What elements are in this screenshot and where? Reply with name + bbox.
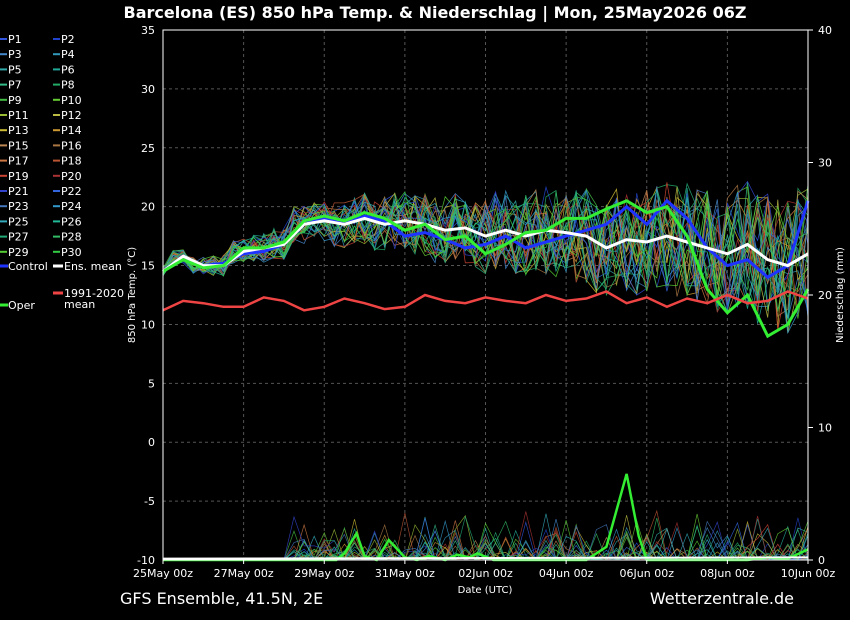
legend-label-climate-mean-line2: mean xyxy=(64,298,95,311)
legend-label-p6: P6 xyxy=(61,63,75,76)
legend-label-p8: P8 xyxy=(61,79,75,92)
y2-tick-label: 10 xyxy=(818,422,832,435)
y-tick-label: 20 xyxy=(141,201,155,214)
axes: 35 30 25 20 15 10 5 0 -5 -10 40 30 20 10 0 25May 00z 27M… xyxy=(133,24,835,580)
member-line-p25 xyxy=(162,198,809,319)
series-line-oper xyxy=(162,199,810,339)
legend-label-p14: P14 xyxy=(61,124,82,137)
legend-label-p13: P13 xyxy=(8,124,29,137)
legend-label-p24: P24 xyxy=(61,200,82,213)
y2-tick-label: 0 xyxy=(818,554,825,567)
legend-label-climate-mean: 1991-2020 xyxy=(64,287,124,300)
y-tick-label: 25 xyxy=(141,142,155,155)
legend-label-oper: Oper xyxy=(8,299,35,312)
x-tick-label: 29May 00z xyxy=(294,567,354,580)
legend-label-p3: P3 xyxy=(8,48,22,61)
x-tick-label: 08Jun 00z xyxy=(700,567,755,580)
legend-label-p22: P22 xyxy=(61,185,82,198)
legend-label-p23: P23 xyxy=(8,200,29,213)
legend-label-p7: P7 xyxy=(8,79,22,92)
legend-label-p10: P10 xyxy=(61,94,82,107)
series-line-control xyxy=(162,198,810,280)
legend-label-p12: P12 xyxy=(61,109,82,122)
y-tick-label: -10 xyxy=(137,554,155,567)
legend-label-p1: P1 xyxy=(8,33,22,46)
member-line-p28 xyxy=(162,191,809,312)
footer-right: Wetterzentrale.de xyxy=(650,589,794,608)
series-line-1991-2020-mean xyxy=(162,290,809,312)
y-tick-label: -5 xyxy=(144,495,155,508)
legend-label-p2: P2 xyxy=(61,33,75,46)
legend-label-p15: P15 xyxy=(8,139,29,152)
legend-label-p28: P28 xyxy=(61,231,82,244)
legend-label-p9: P9 xyxy=(8,94,22,107)
legend-label-p19: P19 xyxy=(8,170,29,183)
legend-label-ens-mean: Ens. mean xyxy=(64,260,122,273)
footer-left: GFS Ensemble, 41.5N, 2E xyxy=(120,589,323,608)
legend-label-p20: P20 xyxy=(61,170,82,183)
legend-label-p26: P26 xyxy=(61,215,82,228)
chart-title: Barcelona (ES) 850 hPa Temp. & Niedersch… xyxy=(124,3,747,23)
plot-frame xyxy=(162,29,809,561)
member-line-p23 xyxy=(162,186,809,308)
mean-precip-line xyxy=(162,556,809,560)
y-tick-label: 15 xyxy=(141,260,155,273)
legend-label-p16: P16 xyxy=(61,139,82,152)
y-tick-label: 30 xyxy=(141,83,155,96)
x-tick-label: 27May 00z xyxy=(214,567,274,580)
y2-tick-label: 20 xyxy=(818,289,832,302)
legend-label-p11: P11 xyxy=(8,109,29,122)
x-tick-label: 02Jun 00z xyxy=(458,567,513,580)
x-tick-label: 06Jun 00z xyxy=(620,567,675,580)
y-tick-label: 35 xyxy=(141,24,155,37)
legend-label-p30: P30 xyxy=(61,246,82,259)
legend-label-p4: P4 xyxy=(61,48,75,61)
legend-label-p29: P29 xyxy=(8,246,29,259)
y2-tick-label: 30 xyxy=(818,157,832,170)
y2-tick-label: 40 xyxy=(818,24,832,37)
legend: P1 P2 P3 P4 P5 P6 P7 P8 P9 P10 P11 P12 P13 P14 P15 P16 P… xyxy=(0,33,124,312)
y-tick-label: 5 xyxy=(148,377,155,390)
x-tick-label: 31May 00z xyxy=(375,567,435,580)
legend-label-p27: P27 xyxy=(8,231,29,244)
legend-label-p17: P17 xyxy=(8,155,29,168)
series-layer xyxy=(162,180,810,562)
member-line-p26 xyxy=(162,192,809,312)
legend-label-p21: P21 xyxy=(8,185,29,198)
member-line-p20 xyxy=(162,193,809,313)
x-tick-label: 04Jun 00z xyxy=(539,567,594,580)
y-tick-label: 0 xyxy=(148,436,155,449)
member-line-p17 xyxy=(162,191,809,306)
member-line-p10 xyxy=(162,186,809,319)
legend-label-p5: P5 xyxy=(8,63,22,76)
legend-label-p25: P25 xyxy=(8,215,29,228)
x-tick-label: 25May 00z xyxy=(133,567,193,580)
y-axis-label: 850 hPa Temp. (°C) xyxy=(127,247,138,343)
y-tick-label: 10 xyxy=(141,318,155,331)
legend-label-p18: P18 xyxy=(61,155,82,168)
y2-axis-label: Niederschlag (mm) xyxy=(835,247,846,343)
legend-label-control: Control xyxy=(8,260,48,273)
x-axis-label: Date (UTC) xyxy=(458,585,513,596)
x-tick-label: 10Jun 00z xyxy=(781,567,836,580)
